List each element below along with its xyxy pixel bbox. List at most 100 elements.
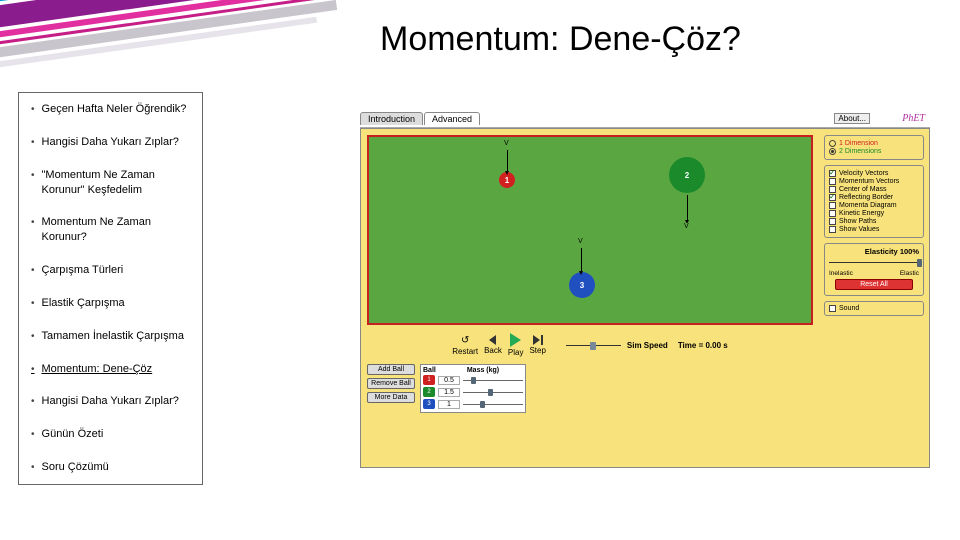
about-button[interactable]: About... — [834, 113, 870, 124]
mass-table: BallMass (kg)1 0.5 2 1.5 3 1 — [420, 364, 526, 413]
bullet-icon: • — [31, 330, 35, 344]
elasticity-slider[interactable] — [829, 259, 919, 267]
sidebar-item-label: Geçen Hafta Neler Öğrendik? — [42, 102, 187, 117]
sidebar-item[interactable]: • Elastik Çarpışma — [19, 287, 202, 320]
time-display: Time = 0.00 s — [678, 341, 728, 350]
display-option[interactable]: Kinetic Energy — [829, 210, 919, 217]
elasticity-panel: Elasticity 100% InelasticElastic Reset A… — [824, 243, 924, 296]
display-option[interactable]: Momenta Diagram — [829, 202, 919, 209]
sim-speed-label: Sim Speed — [627, 341, 668, 350]
page-title: Momentum: Dene-Çöz? — [380, 20, 741, 59]
bullet-icon: • — [31, 297, 35, 311]
dimension-option[interactable]: 1 Dimension — [829, 140, 919, 147]
sidebar-item[interactable]: •Günün Özeti — [19, 418, 202, 451]
bullet-icon: • — [31, 103, 35, 117]
outline-sidebar: •Geçen Hafta Neler Öğrendik?•Hangisi Dah… — [18, 92, 203, 485]
bullet-icon: • — [31, 428, 35, 442]
bullet-icon: • — [31, 264, 35, 278]
velocity-vector — [581, 248, 582, 272]
ball[interactable]: 2 — [669, 157, 705, 193]
sidebar-item-label: Momentum Ne Zaman Korunur? — [42, 215, 192, 245]
display-option[interactable]: Reflecting Border — [829, 194, 919, 201]
simulation-body: 1V2V3V ↺ Restart Back Play Step — [360, 128, 930, 468]
play-button[interactable]: Play — [508, 333, 524, 357]
dimension-option[interactable]: 2 Dimensions — [829, 148, 919, 155]
bullet-icon: • — [31, 395, 35, 409]
checkbox-icon — [829, 202, 836, 209]
back-button[interactable]: Back — [484, 335, 502, 355]
restart-button[interactable]: ↺ Restart — [452, 335, 478, 356]
checkbox-icon — [829, 178, 836, 185]
step-button[interactable]: Step — [529, 335, 545, 355]
more-data-button[interactable]: More Data — [367, 392, 415, 403]
sidebar-item[interactable]: • Çarpışma Türleri — [19, 254, 202, 287]
mass-value-input[interactable]: 0.5 — [438, 376, 460, 385]
sidebar-item[interactable]: •Momentum: Dene-Çöz — [19, 353, 202, 386]
sidebar-item[interactable]: • Hangisi Daha Yukarı Zıplar? — [19, 126, 202, 159]
radio-icon — [829, 140, 836, 147]
vector-label: V — [503, 140, 510, 147]
mass-value-input[interactable]: 1.5 — [438, 388, 460, 397]
velocity-vector — [687, 195, 688, 221]
restart-icon: ↺ — [461, 335, 469, 346]
velocity-vector — [507, 150, 508, 172]
sound-toggle[interactable]: Sound — [829, 305, 919, 312]
mass-row: 2 1.5 — [423, 386, 523, 398]
tab-advanced[interactable]: Advanced — [424, 112, 480, 125]
bottom-controls: Add Ball Remove Ball More Data BallMass … — [367, 364, 813, 413]
sidebar-item[interactable]: • Geçen Hafta Neler Öğrendik? — [19, 93, 202, 126]
playback-controls: ↺ Restart Back Play Step Sim Speed — [367, 333, 813, 357]
display-option[interactable]: Momentum Vectors — [829, 178, 919, 185]
sidebar-item[interactable]: • Soru Çözümü — [19, 451, 202, 484]
checkbox-icon — [829, 210, 836, 217]
sidebar-item-label: Tamamen İnelastik Çarpışma — [42, 329, 184, 344]
radio-icon — [829, 148, 836, 155]
sidebar-item[interactable]: •Momentum Ne Zaman Korunur? — [19, 206, 202, 254]
display-option[interactable]: Show Paths — [829, 218, 919, 225]
display-option[interactable]: Velocity Vectors — [829, 170, 919, 177]
bullet-icon: • — [31, 363, 35, 377]
bullet-icon: • — [31, 169, 35, 183]
tab-bar: Introduction Advanced About... PhET — [360, 110, 930, 128]
play-icon — [510, 333, 521, 347]
mass-slider[interactable] — [463, 392, 523, 393]
ball-id-badge: 3 — [423, 399, 435, 409]
display-option[interactable]: Show Values — [829, 226, 919, 233]
sidebar-item-label: Hangisi Daha Yukarı Zıplar? — [42, 135, 179, 150]
sidebar-item-label: Elastik Çarpışma — [42, 296, 125, 311]
sidebar-item[interactable]: • Tamamen İnelastik Çarpışma — [19, 320, 202, 353]
phet-logo: PhET — [902, 113, 925, 124]
mass-row: 1 0.5 — [423, 374, 523, 386]
bullet-icon: • — [31, 461, 35, 475]
display-option[interactable]: Center of Mass — [829, 186, 919, 193]
sound-panel: Sound — [824, 301, 924, 316]
mass-slider[interactable] — [463, 404, 523, 405]
sidebar-item[interactable]: •"Momentum Ne Zaman Korunur" Keşfedelim — [19, 159, 202, 207]
sidebar-item-label: Soru Çözümü — [42, 460, 109, 475]
back-icon — [489, 335, 496, 345]
remove-ball-button[interactable]: Remove Ball — [367, 378, 415, 389]
bullet-icon: • — [31, 136, 35, 150]
simulation-container: Introduction Advanced About... PhET 1 V 2 V… — [360, 110, 930, 490]
mass-slider[interactable] — [463, 380, 523, 381]
dimension-panel: 1 Dimension2 Dimensions — [824, 135, 924, 160]
checkbox-icon — [829, 170, 836, 177]
ball-id-badge: 2 — [423, 387, 435, 397]
options-column: 1 Dimension2 Dimensions Velocity Vectors… — [819, 129, 929, 467]
display-options-panel: Velocity VectorsMomentum VectorsCenter o… — [824, 165, 924, 238]
mass-row: 3 1 — [423, 398, 523, 410]
checkbox-icon — [829, 226, 836, 233]
ball-id-badge: 1 — [423, 375, 435, 385]
tab-introduction[interactable]: Introduction — [360, 112, 423, 125]
reset-all-button[interactable]: Reset All — [835, 279, 913, 290]
add-ball-button[interactable]: Add Ball — [367, 364, 415, 375]
vector-label: V — [683, 223, 690, 230]
ball[interactable]: 3 — [569, 272, 595, 298]
sim-speed-slider[interactable] — [566, 345, 621, 346]
mass-value-input[interactable]: 1 — [438, 400, 460, 409]
collision-arena[interactable]: 1V2V3V — [367, 135, 813, 325]
checkbox-icon — [829, 305, 836, 312]
checkbox-icon — [829, 194, 836, 201]
sidebar-item[interactable]: •Hangisi Daha Yukarı Zıplar? — [19, 385, 202, 418]
sidebar-item-label: Çarpışma Türleri — [42, 263, 124, 278]
